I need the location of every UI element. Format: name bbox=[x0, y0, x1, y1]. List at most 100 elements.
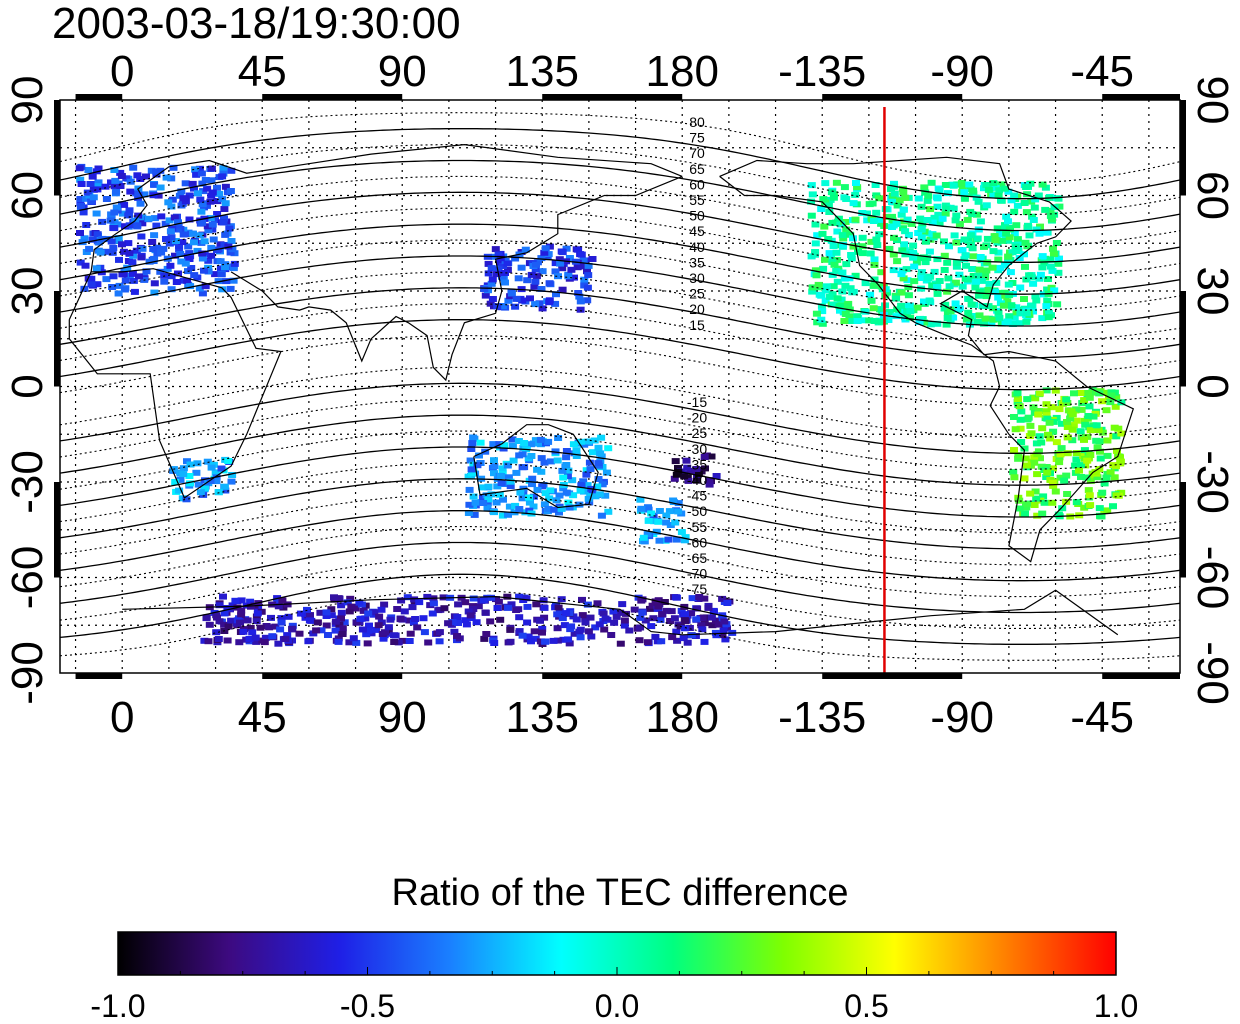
tec-cell bbox=[963, 216, 972, 223]
tec-cell bbox=[933, 256, 942, 263]
tec-cell bbox=[714, 621, 723, 628]
tec-cell bbox=[812, 310, 821, 317]
tec-cell bbox=[965, 181, 974, 188]
tec-cell bbox=[1014, 455, 1023, 462]
tec-cell bbox=[595, 491, 604, 498]
tec-cell bbox=[1058, 400, 1067, 407]
tec-cell bbox=[555, 509, 563, 516]
tec-cell bbox=[567, 266, 576, 273]
tec-cell bbox=[890, 234, 898, 241]
tec-cell bbox=[576, 626, 585, 633]
tec-cell bbox=[468, 470, 476, 477]
tec-cell bbox=[145, 258, 154, 265]
tec-cell bbox=[184, 243, 193, 250]
tec-cell bbox=[220, 483, 229, 490]
tec-cell bbox=[93, 231, 102, 238]
tec-cell bbox=[469, 493, 478, 500]
tec-cell bbox=[245, 635, 254, 642]
y-axis-left: 90 60 30 0 -30 -60 -90 bbox=[3, 76, 52, 705]
magnetic-contour bbox=[60, 207, 1180, 279]
tec-cell bbox=[503, 593, 512, 600]
tec-cell bbox=[882, 213, 891, 220]
tec-cell bbox=[889, 251, 898, 258]
tec-cell bbox=[334, 595, 343, 602]
tec-cell bbox=[933, 284, 941, 290]
tec-cell bbox=[949, 182, 958, 189]
tec-cell bbox=[252, 638, 261, 645]
tec-cell bbox=[541, 638, 550, 645]
tec-cell bbox=[514, 275, 523, 282]
tec-cell bbox=[517, 264, 526, 271]
tec-cell bbox=[984, 286, 993, 293]
tec-cell bbox=[960, 195, 969, 202]
tec-cell bbox=[851, 216, 860, 223]
tec-cell bbox=[274, 640, 283, 647]
tec-cell bbox=[1049, 251, 1058, 257]
tec-cell bbox=[536, 638, 545, 645]
tec-cell bbox=[112, 188, 121, 195]
tec-cell bbox=[76, 196, 85, 202]
tec-cell bbox=[553, 611, 562, 618]
tec-cell bbox=[524, 633, 533, 640]
tec-cell bbox=[193, 190, 202, 197]
tec-cell bbox=[505, 503, 514, 510]
tec-cell bbox=[711, 617, 720, 624]
tec-cell bbox=[1038, 425, 1047, 432]
magnetic-contour bbox=[60, 398, 1180, 470]
tec-cell bbox=[1009, 469, 1018, 476]
tec-cell bbox=[567, 623, 576, 630]
tec-cell bbox=[200, 204, 208, 211]
tec-cell bbox=[488, 276, 497, 283]
tec-cell bbox=[1044, 314, 1053, 321]
tec-cell bbox=[994, 256, 1003, 263]
tec-cell bbox=[1084, 487, 1093, 494]
tec-cell bbox=[872, 236, 881, 243]
magnetic-contour bbox=[60, 175, 1180, 247]
tec-cell bbox=[545, 495, 554, 502]
tec-cell bbox=[692, 466, 701, 472]
tec-cell bbox=[221, 264, 229, 271]
tec-cell bbox=[990, 233, 999, 240]
tec-cell bbox=[1033, 471, 1042, 478]
tec-cell bbox=[487, 265, 496, 272]
tec-cell bbox=[1026, 180, 1035, 187]
tec-cell bbox=[1072, 456, 1081, 463]
tec-cell bbox=[821, 180, 830, 187]
tec-cell bbox=[177, 188, 186, 195]
tec-cell bbox=[215, 602, 224, 609]
tec-cell bbox=[997, 197, 1005, 204]
tec-cell bbox=[531, 437, 540, 444]
tec-cell bbox=[955, 221, 964, 227]
tec-cell bbox=[863, 217, 872, 224]
tec-cell bbox=[481, 292, 490, 299]
tec-cell bbox=[899, 275, 908, 282]
tec-cell bbox=[239, 628, 248, 635]
tec-cell bbox=[345, 608, 354, 615]
tec-cell bbox=[938, 215, 947, 222]
tec-cell bbox=[1015, 505, 1024, 512]
tec-cell bbox=[917, 226, 926, 233]
tec-cell bbox=[277, 615, 286, 622]
tec-cell bbox=[546, 458, 555, 465]
tec-cell bbox=[705, 481, 714, 488]
tec-cell bbox=[546, 487, 555, 494]
tec-cell bbox=[892, 220, 901, 227]
tec-cell bbox=[374, 622, 383, 629]
tec-cell bbox=[440, 605, 449, 612]
tec-cell bbox=[1098, 489, 1107, 496]
tec-cell bbox=[1114, 425, 1123, 432]
tec-cell bbox=[1015, 320, 1024, 327]
tec-cell bbox=[833, 228, 842, 235]
tec-cell bbox=[398, 637, 407, 644]
tec-cell bbox=[125, 250, 134, 257]
tec-cell bbox=[394, 639, 403, 646]
tec-cell bbox=[538, 629, 546, 636]
tec-cell bbox=[920, 319, 929, 326]
tec-cell bbox=[327, 612, 336, 619]
tec-cell bbox=[819, 196, 828, 203]
tec-cell bbox=[600, 626, 609, 633]
tec-cell bbox=[165, 217, 174, 224]
tec-cell bbox=[694, 471, 703, 477]
tec-cell bbox=[875, 195, 884, 202]
tec-cell bbox=[877, 269, 886, 276]
